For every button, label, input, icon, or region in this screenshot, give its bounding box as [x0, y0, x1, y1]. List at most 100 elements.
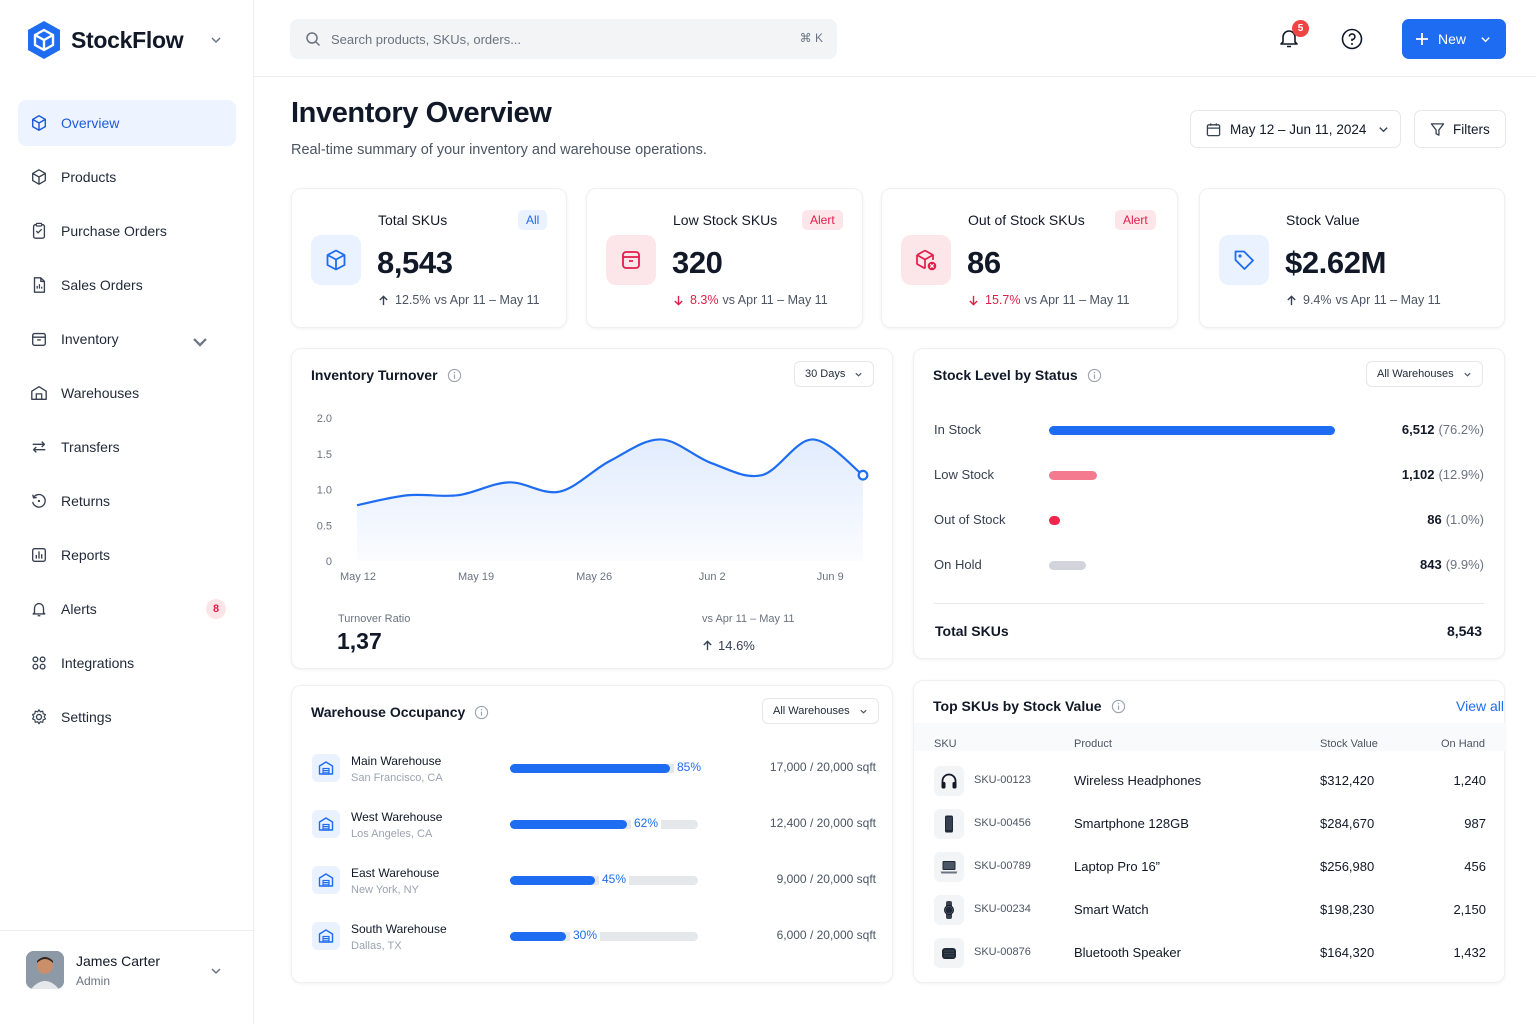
y-tick-label: 1.0 [317, 485, 332, 497]
column-header-product[interactable]: Product [1074, 738, 1112, 750]
sidebar-item-inventory[interactable]: Inventory [18, 316, 236, 362]
sidebar-item-sales-orders[interactable]: Sales Orders [18, 262, 236, 308]
chevron-down-icon[interactable] [191, 333, 209, 351]
kpi-title: Total SKUs [378, 212, 448, 228]
column-header-stock-value[interactable]: Stock Value [1320, 738, 1378, 750]
sidebar-item-purchase-orders[interactable]: Purchase Orders [18, 208, 236, 254]
product-name: Bluetooth Speaker [1074, 945, 1181, 960]
sidebar-item-label: Reports [61, 547, 111, 563]
table-row[interactable]: SKU-00123 Wireless Headphones $312,420 1… [914, 761, 1506, 804]
table-row[interactable]: SKU-00234 Smart Watch $198,230 2,150 [914, 890, 1506, 933]
status-label: Low Stock [934, 467, 994, 482]
on-hand-qty: 1,240 [1453, 773, 1486, 788]
info-icon[interactable] [1111, 699, 1126, 714]
notifications-bell-icon[interactable] [1278, 27, 1300, 49]
product-thumbnail [934, 809, 964, 839]
sidebar-item-integrations[interactable]: Integrations [18, 640, 236, 686]
y-tick-label: 0.5 [317, 520, 332, 532]
status-count: 1,102 [1401, 467, 1435, 482]
turnover-delta-value: 14.6% [718, 638, 755, 653]
info-icon[interactable] [447, 368, 462, 383]
table-row[interactable]: SKU-00876 Bluetooth Speaker $164,320 1,4… [914, 933, 1506, 976]
kpi-card-out-of-stock[interactable]: Out of Stock SKUs Alert 86 15.7% vs Apr … [881, 188, 1178, 328]
arrow-down-icon [674, 295, 683, 306]
kpi-delta-value: 8.3% [690, 293, 719, 307]
brand[interactable]: StockFlow [26, 20, 184, 60]
sidebar-item-alerts[interactable]: Alerts 8 [18, 586, 236, 632]
warehouse-row[interactable]: South Warehouse Dallas, TX 30% 6,000 / 2… [312, 918, 876, 958]
table-row[interactable]: SKU-00456 Smartphone 128GB $284,670 987 [914, 804, 1506, 847]
panel-title: Stock Level by Status [933, 367, 1102, 383]
occupancy-percent: 85% [674, 760, 705, 774]
stock-value: $198,230 [1320, 902, 1375, 917]
filters-button[interactable]: Filters [1414, 110, 1506, 148]
turnover-area [357, 439, 863, 561]
info-icon[interactable] [1087, 368, 1102, 383]
user-profile[interactable]: James Carter Admin [0, 930, 254, 1024]
column-header-sku[interactable]: SKU [934, 738, 957, 750]
report-icon [32, 548, 46, 562]
sidebar-item-overview[interactable]: Overview [18, 100, 236, 146]
chevron-down-icon[interactable] [210, 965, 222, 977]
cube-icon [326, 249, 346, 271]
stock-value: $256,980 [1320, 859, 1375, 874]
kpi-badge: Alert [802, 210, 843, 230]
sidebar-item-returns[interactable]: Returns [18, 478, 236, 524]
kpi-title: Low Stock SKUs [673, 212, 778, 228]
table-row[interactable]: SKU-00789 Laptop Pro 16” $256,980 456 [914, 847, 1506, 890]
archive-icon [32, 332, 46, 346]
warehouse-icon [31, 386, 47, 400]
search-input[interactable] [331, 29, 771, 49]
arrow-up-icon [1287, 294, 1296, 305]
occupancy-warehouse-dropdown[interactable]: All Warehouses [762, 698, 879, 724]
new-button[interactable]: New [1402, 19, 1506, 59]
out-of-stock-box-icon [916, 249, 937, 271]
kpi-icon [901, 235, 951, 285]
stock-warehouse-dropdown[interactable]: All Warehouses [1366, 361, 1483, 387]
sidebar-item-label: Transfers [61, 439, 120, 455]
status-value: 1,102 (12.9%) [1402, 467, 1484, 482]
kpi-compare: vs Apr 11 – May 11 [1024, 293, 1130, 307]
info-icon[interactable] [474, 705, 489, 720]
y-tick-label: 0 [326, 556, 332, 568]
kpi-card-stock-value[interactable]: Stock Value $2.62M 9.4% vs Apr 11 – May … [1199, 188, 1505, 328]
occupancy-sqft: 9,000 / 20,000 sqft [776, 872, 876, 886]
top-skus-card: Top SKUs by Stock Value View all SKU Pro… [913, 680, 1506, 983]
integrations-icon [32, 656, 46, 670]
chevron-down-icon[interactable] [210, 34, 222, 46]
return-icon [32, 493, 46, 508]
warehouse-row[interactable]: Main Warehouse San Francisco, CA 85% 17,… [312, 750, 876, 790]
kpi-delta-value: 12.5% [395, 293, 431, 307]
x-tick-label: Jun 2 [699, 571, 726, 583]
column-header-on-hand[interactable]: On Hand [1441, 738, 1486, 750]
turnover-chart: 2.0 1.5 1.0 0.5 0 May 12 May 19 May 26 Jun 2 Jun … [317, 413, 869, 583]
dropdown-label: 30 Days [805, 368, 846, 380]
bell-icon [32, 602, 46, 617]
sidebar-item-settings[interactable]: Settings [18, 694, 236, 740]
on-hand-qty: 987 [1464, 816, 1486, 831]
kpi-card-low-stock[interactable]: Low Stock SKUs Alert 320 8.3% vs Apr 11 … [586, 188, 863, 328]
sidebar-item-warehouses[interactable]: Warehouses [18, 370, 236, 416]
search-box[interactable]: ⌘ K [290, 19, 837, 59]
turnover-range-dropdown[interactable]: 30 Days [794, 361, 875, 387]
headphones-icon [941, 773, 957, 789]
warehouse-row[interactable]: East Warehouse New York, NY 45% 9,000 / … [312, 862, 876, 902]
occupancy-sqft: 17,000 / 20,000 sqft [769, 760, 876, 774]
sidebar-item-reports[interactable]: Reports [18, 532, 236, 578]
kpi-card-total-skus[interactable]: Total SKUs All 8,543 12.5% vs Apr 11 – M… [291, 188, 567, 328]
sidebar-item-label: Returns [61, 493, 111, 509]
divider [934, 603, 1484, 604]
help-icon[interactable] [1341, 28, 1363, 50]
total-skus-label: Total SKUs [935, 623, 1009, 639]
sidebar-item-label: Warehouses [61, 385, 140, 401]
y-tick-label: 2.0 [317, 413, 332, 425]
sidebar-item-transfers[interactable]: Transfers [18, 424, 236, 470]
warehouse-row[interactable]: West Warehouse Los Angeles, CA 62% 12,40… [312, 806, 876, 846]
x-tick-label: Jun 9 [817, 571, 844, 583]
chevron-down-icon [1464, 372, 1471, 377]
sidebar-item-products[interactable]: Products [18, 154, 236, 200]
view-all-link[interactable]: View all [1456, 698, 1504, 714]
warehouse-icon-badge [312, 866, 340, 894]
status-row-in-stock: In Stock 6,512 (76.2%) [934, 420, 1484, 440]
date-range-picker[interactable]: May 12 – Jun 11, 2024 [1190, 110, 1401, 148]
